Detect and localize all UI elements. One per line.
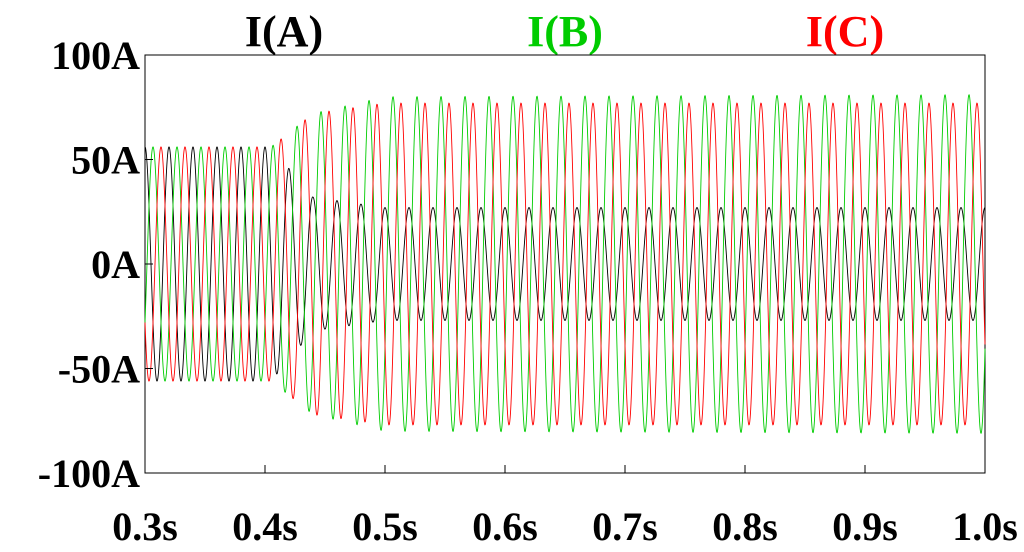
x-tick-label: 0.4s — [232, 504, 298, 549]
series-line-ic — [144, 102, 986, 426]
x-tick-label: 1.0s — [952, 504, 1018, 549]
x-tick-label: 0.3s — [112, 504, 178, 549]
x-tick-label: 0.5s — [352, 504, 418, 549]
x-tick-label: 0.9s — [832, 504, 898, 549]
legend-label-ib: I(B) — [527, 7, 603, 56]
legend-label-ic: I(C) — [806, 7, 884, 56]
series-lines — [144, 94, 986, 434]
y-axis: 100A 50A 0A -50A -100A — [38, 33, 153, 496]
x-axis: 0.3s 0.4s 0.5s 0.6s 0.7s 0.8s 0.9s 1.0s — [112, 465, 1018, 549]
y-tick-label: 50A — [71, 138, 140, 183]
y-tick-label: -100A — [38, 451, 140, 496]
y-tick-label: -50A — [58, 347, 140, 392]
x-tick-label: 0.6s — [472, 504, 538, 549]
series-line-ia — [144, 146, 986, 382]
x-tick-label: 0.7s — [592, 504, 658, 549]
x-tick-label: 0.8s — [712, 504, 778, 549]
legend-label-ia: I(A) — [245, 7, 323, 56]
y-tick-label: 100A — [51, 33, 140, 78]
y-tick-label: 0A — [91, 242, 140, 287]
